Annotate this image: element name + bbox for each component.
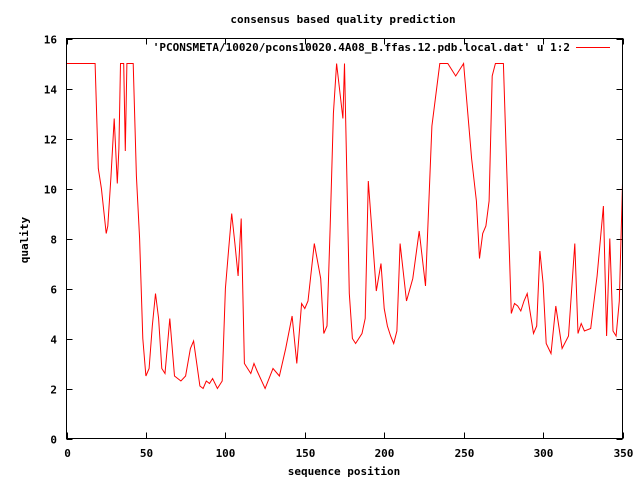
plot-area bbox=[66, 61, 623, 390]
x-tick-label: 200 bbox=[375, 447, 395, 460]
y-tick-label: 14 bbox=[44, 84, 58, 97]
x-tick-label: 150 bbox=[296, 447, 316, 460]
y-tick-label: 12 bbox=[44, 134, 57, 147]
x-tick-label: 100 bbox=[216, 447, 236, 460]
plot-frame bbox=[66, 38, 623, 439]
x-tick-label: 250 bbox=[455, 447, 475, 460]
chart-title: consensus based quality prediction bbox=[230, 13, 455, 26]
y-tick-label: 10 bbox=[44, 184, 57, 197]
y-tick-label: 6 bbox=[50, 284, 57, 297]
y-tick-label: 0 bbox=[50, 434, 57, 447]
x-tick-label: 350 bbox=[614, 447, 634, 460]
y-axis-label: quality bbox=[18, 216, 31, 263]
x-tick-label: 0 bbox=[64, 447, 71, 460]
y-tick-label: 16 bbox=[44, 34, 58, 47]
y-tick-label: 2 bbox=[50, 384, 57, 397]
legend: 'PCONSMETA/10020/pcons10020.4A08_B.ffas.… bbox=[153, 41, 610, 54]
series-line bbox=[66, 61, 623, 390]
x-axis-label: sequence position bbox=[288, 465, 401, 478]
axis-ticks: 0 50 100 150 200 250 300 350 0 2 4 6 8 10 12 14 16 bbox=[44, 34, 634, 461]
y-tick-label: 8 bbox=[50, 234, 57, 247]
x-tick-label: 300 bbox=[534, 447, 554, 460]
y-tick-label: 4 bbox=[50, 334, 57, 347]
x-tick-label: 50 bbox=[140, 447, 153, 460]
legend-entry-label: 'PCONSMETA/10020/pcons10020.4A08_B.ffas.… bbox=[153, 41, 570, 54]
